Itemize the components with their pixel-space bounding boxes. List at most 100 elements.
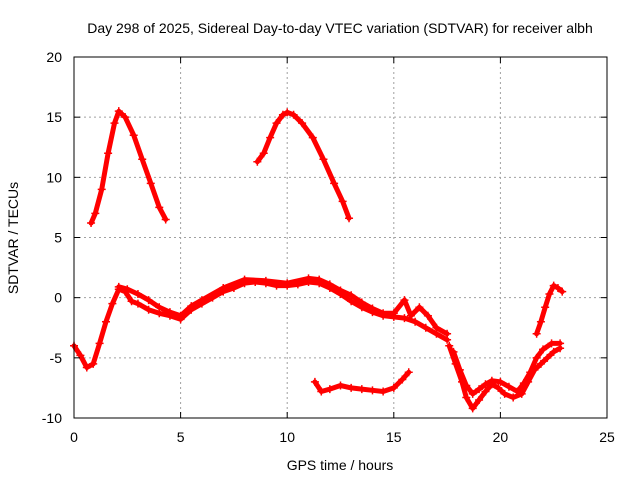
data-point bbox=[114, 282, 123, 291]
data-point bbox=[317, 387, 326, 396]
data-point bbox=[129, 131, 138, 140]
data-point bbox=[389, 383, 398, 392]
data-point bbox=[504, 382, 513, 391]
x-tick-label: 5 bbox=[177, 429, 185, 445]
data-point bbox=[517, 389, 526, 398]
series-trace bbox=[116, 275, 450, 337]
series-arc-4-low bbox=[310, 368, 413, 396]
data-point bbox=[89, 359, 98, 368]
data-point bbox=[76, 351, 85, 360]
data-point bbox=[481, 380, 490, 389]
data-point bbox=[449, 347, 458, 356]
data-point bbox=[406, 311, 415, 320]
x-axis-label: GPS time / hours bbox=[287, 457, 394, 473]
data-point bbox=[462, 393, 471, 402]
data-point bbox=[421, 323, 430, 332]
data-point bbox=[308, 133, 317, 142]
data-point bbox=[289, 110, 298, 119]
data-point bbox=[541, 303, 550, 312]
y-tick-label: 10 bbox=[46, 169, 62, 185]
data-point bbox=[543, 353, 552, 362]
data-point bbox=[487, 376, 496, 385]
data-point bbox=[368, 304, 377, 313]
data-point bbox=[455, 365, 464, 374]
data-point bbox=[547, 339, 556, 348]
data-point bbox=[539, 345, 548, 354]
data-point bbox=[443, 329, 452, 338]
data-point bbox=[357, 385, 366, 394]
data-point bbox=[310, 377, 319, 386]
data-point bbox=[133, 290, 142, 299]
data-point bbox=[95, 339, 104, 348]
data-point bbox=[389, 309, 398, 318]
data-point bbox=[101, 317, 110, 326]
data-point bbox=[379, 309, 388, 318]
x-tick-label: 15 bbox=[386, 429, 402, 445]
data-point bbox=[468, 389, 477, 398]
data-point bbox=[91, 209, 100, 218]
series-arc-5-low-upper-band bbox=[449, 339, 565, 398]
y-tick-label: -5 bbox=[50, 350, 63, 366]
data-point bbox=[82, 363, 91, 372]
data-point bbox=[278, 110, 287, 119]
data-point bbox=[532, 353, 541, 362]
series-arc-2-high bbox=[253, 108, 354, 223]
data-point bbox=[336, 381, 345, 390]
x-tick-label: 0 bbox=[70, 429, 78, 445]
data-point bbox=[325, 385, 334, 394]
data-point bbox=[549, 281, 558, 290]
data-point bbox=[266, 133, 275, 142]
data-point bbox=[379, 387, 388, 396]
data-point bbox=[155, 203, 164, 212]
data-point bbox=[283, 279, 292, 288]
data-point bbox=[165, 308, 174, 317]
data-point bbox=[368, 386, 377, 395]
y-tick-label: 0 bbox=[54, 290, 62, 306]
data-point bbox=[415, 303, 424, 312]
data-point bbox=[526, 368, 535, 377]
data-point bbox=[146, 179, 155, 188]
series-trace bbox=[451, 340, 563, 397]
y-tick-label: 20 bbox=[46, 49, 62, 65]
data-point bbox=[347, 383, 356, 392]
data-point bbox=[144, 305, 153, 314]
data-point bbox=[253, 157, 262, 166]
data-point bbox=[161, 215, 170, 224]
data-point bbox=[468, 404, 477, 413]
data-point bbox=[532, 329, 541, 338]
chart-title: Day 298 of 2025, Sidereal Day-to-day VTE… bbox=[87, 20, 593, 36]
axis-ticks: 0 5 10 15 20 25 -10 -5 0 5 10 15 20 bbox=[42, 49, 615, 445]
data-point bbox=[347, 291, 356, 300]
data-point bbox=[432, 323, 441, 332]
series-trace bbox=[88, 108, 169, 226]
data-point bbox=[219, 284, 228, 293]
data-point bbox=[110, 119, 119, 128]
data-point bbox=[197, 296, 206, 305]
data-point bbox=[97, 185, 106, 194]
series-arc-1-high bbox=[87, 107, 170, 228]
data-point bbox=[513, 387, 522, 396]
data-point bbox=[108, 299, 117, 308]
data-point bbox=[536, 317, 545, 326]
data-point bbox=[127, 297, 136, 306]
x-tick-label: 20 bbox=[493, 429, 509, 445]
data-point bbox=[500, 389, 509, 398]
data-point bbox=[481, 387, 490, 396]
data-point bbox=[283, 108, 292, 117]
data-point bbox=[549, 347, 558, 356]
data-point bbox=[240, 275, 249, 284]
y-tick-label: -10 bbox=[42, 410, 62, 426]
data-point bbox=[87, 219, 96, 228]
series-layer bbox=[70, 107, 567, 413]
series-arc-3-low-upper-band bbox=[114, 274, 452, 338]
data-point bbox=[133, 299, 142, 308]
data-point bbox=[556, 339, 565, 348]
data-point bbox=[558, 287, 567, 296]
data-point bbox=[138, 155, 147, 164]
data-point bbox=[155, 303, 164, 312]
data-point bbox=[475, 385, 484, 394]
data-point bbox=[536, 359, 545, 368]
data-point bbox=[315, 275, 324, 284]
data-point bbox=[272, 119, 281, 128]
data-point bbox=[445, 341, 454, 350]
